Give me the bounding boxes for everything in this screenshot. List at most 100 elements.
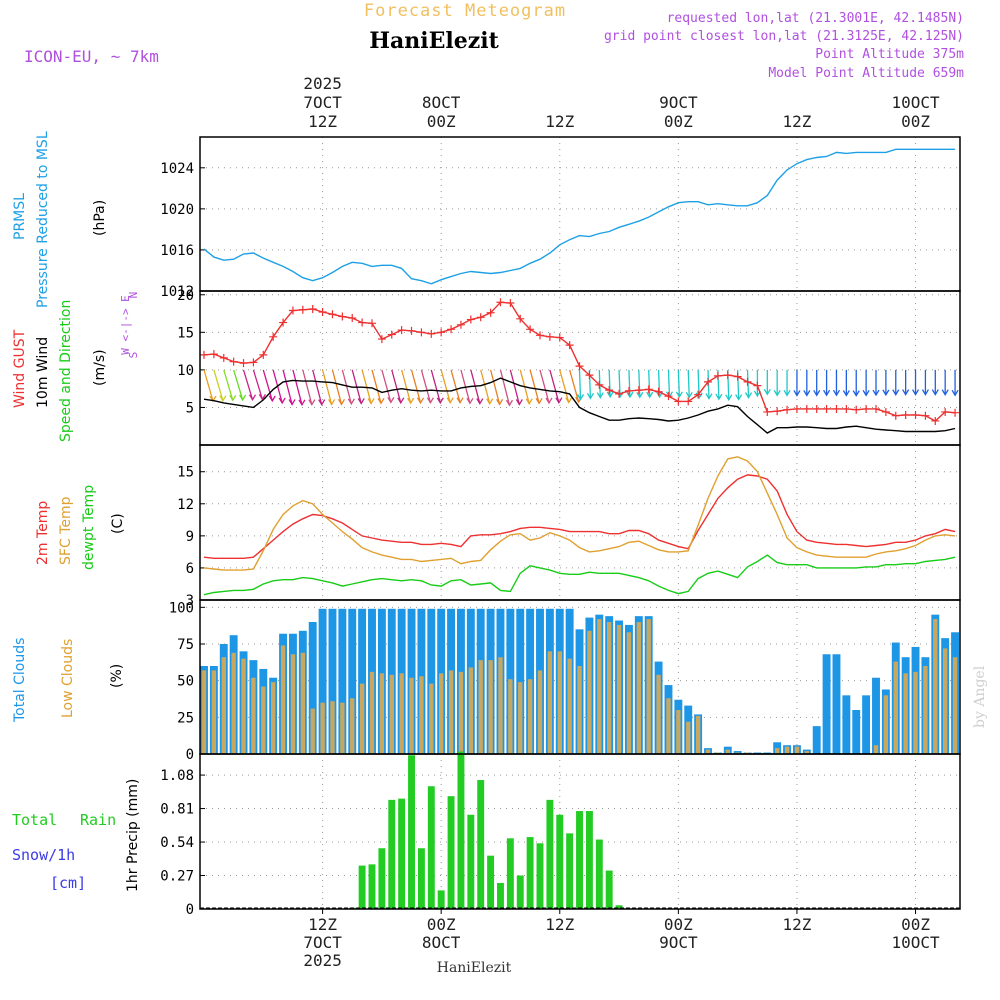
wind-panel: 5 10 15 20 xyxy=(177,288,961,446)
wind-arrow-head xyxy=(515,399,523,406)
total-clouds-bar xyxy=(812,726,821,754)
bottom-time-label: 00Z xyxy=(901,915,930,934)
rain-bar xyxy=(526,837,534,909)
low-clouds-bar xyxy=(893,661,898,754)
low-clouds-bar xyxy=(784,746,790,754)
wind-arrow-head xyxy=(941,389,949,396)
gust-marker xyxy=(802,404,811,413)
gust-marker xyxy=(723,371,732,380)
total-clouds-label: Total Clouds xyxy=(12,638,28,723)
low-clouds-bar xyxy=(310,708,315,754)
gust-marker xyxy=(476,313,485,322)
wind-arrow-head xyxy=(337,398,346,406)
y-tick-label: 1.08 xyxy=(160,768,194,784)
low-clouds-bar xyxy=(241,658,246,754)
wind-arrow-head xyxy=(852,390,860,397)
gust-marker xyxy=(654,387,663,396)
total-clouds-bar xyxy=(358,608,367,754)
y-tick-label: 0.27 xyxy=(160,869,194,885)
gust-marker xyxy=(328,310,337,319)
wind-arrow-head xyxy=(921,389,929,396)
wind-arrow-head xyxy=(892,389,900,396)
wind-arrow xyxy=(420,369,432,403)
wind-arrow xyxy=(489,369,501,405)
wind-arrow xyxy=(361,369,372,404)
gridpoint-coords: grid point closest lon,lat (21.3125E, 42… xyxy=(604,29,964,44)
gust-marker xyxy=(753,381,762,390)
y-tick-label: 3 xyxy=(186,593,194,609)
wind-arrow-head xyxy=(685,391,693,399)
wind-arrow xyxy=(213,369,224,401)
gust-marker xyxy=(694,390,703,399)
prmsl-line xyxy=(203,148,956,285)
low-clouds-bar xyxy=(794,746,800,754)
wind-arrow-head xyxy=(576,394,585,401)
y-tick-label: 75 xyxy=(177,637,194,653)
gust-marker xyxy=(763,407,772,416)
wind-arrow xyxy=(638,369,641,398)
wind-arrow xyxy=(321,369,333,405)
wind-arrow xyxy=(282,369,293,405)
total-clouds-bar xyxy=(842,695,851,754)
low-clouds-bar xyxy=(389,674,394,754)
wind-arrow xyxy=(499,369,511,406)
temp-unit: (C) xyxy=(110,513,126,534)
total-clouds-bar xyxy=(862,695,871,754)
total-clouds-bar xyxy=(318,608,327,754)
gust-marker xyxy=(743,377,752,386)
low-clouds-bar xyxy=(300,652,305,754)
wind-arrow-head xyxy=(596,392,604,399)
gust-marker xyxy=(308,305,317,314)
wind-arrow-head xyxy=(715,393,723,401)
total-clouds-bar xyxy=(872,677,880,754)
wind-gust-line xyxy=(203,301,956,422)
gust-marker xyxy=(872,404,880,413)
low-clouds-bar xyxy=(439,673,444,754)
top-time-label: 00Z xyxy=(901,112,930,131)
gust-marker xyxy=(822,404,831,413)
gust-marker xyxy=(674,397,683,406)
rain-bar xyxy=(437,890,445,909)
gust-marker xyxy=(704,377,712,386)
precip-unit-label: 1hr Precip (mm) xyxy=(125,779,141,892)
wind-arrow xyxy=(391,369,402,403)
wind-arrow xyxy=(341,369,352,405)
low-clouds-bar xyxy=(557,651,562,754)
low-clouds-bar xyxy=(646,619,651,754)
low-clouds-bar xyxy=(636,622,641,754)
gust-marker xyxy=(229,357,238,366)
low-clouds-bar xyxy=(705,749,711,754)
top-time-label: 12Z xyxy=(545,112,574,131)
low-clouds-bar xyxy=(498,657,503,754)
low-clouds-bar xyxy=(577,666,582,754)
gust-marker xyxy=(585,371,594,380)
wind-arrow-head xyxy=(882,389,890,397)
wind-arrow xyxy=(687,369,690,398)
wind-arrow-head xyxy=(545,397,553,405)
wind-arrow-head xyxy=(268,395,276,403)
wind-arrow-head xyxy=(636,391,644,399)
gust-marker xyxy=(733,372,742,381)
low-clouds-bar xyxy=(448,670,454,754)
gust-marker xyxy=(615,389,624,398)
temp-dewpt-label: dewpt Temp xyxy=(81,485,97,570)
panel-frame xyxy=(199,753,961,910)
gust-marker xyxy=(447,325,456,334)
rain-bar xyxy=(536,843,544,909)
rain-bar xyxy=(556,814,564,909)
wind-arrow xyxy=(450,369,461,403)
rain-bar xyxy=(585,811,593,909)
point-altitude: Point Altitude 375m xyxy=(815,47,964,62)
low-clouds-bar xyxy=(340,702,345,754)
wind-arrow-head xyxy=(288,399,296,406)
temperature-panel: 3 6 9 12 15 xyxy=(177,444,961,609)
dewpt-temp-line xyxy=(203,554,956,596)
bottom-time-label: 12Z xyxy=(545,915,574,934)
low-clouds-bar xyxy=(359,683,365,754)
y-tick-label: 5 xyxy=(186,400,194,416)
y-tick-label: 0.54 xyxy=(160,835,194,851)
gust-marker xyxy=(397,326,406,335)
gust-marker xyxy=(624,386,633,395)
wind-arrow xyxy=(608,369,611,397)
